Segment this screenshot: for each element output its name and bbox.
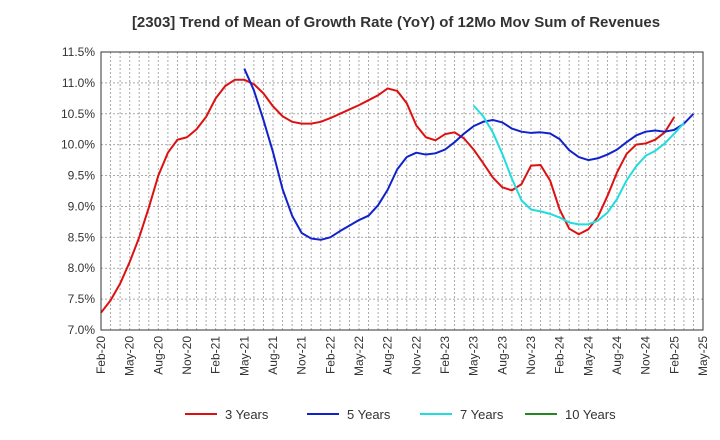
x-tick-label: Nov-23 (524, 336, 538, 375)
grid (100, 51, 704, 331)
legend-label: 5 Years (347, 407, 391, 422)
x-tick-label: Nov-22 (409, 336, 423, 375)
legend-label: 10 Years (565, 407, 616, 422)
x-tick-label: Aug-20 (151, 336, 165, 375)
x-axis-tick-labels: Feb-20 May-20 Aug-20 Nov-20 Feb-21 May-21 Aug-… (94, 336, 710, 376)
y-tick-label: 9.0% (68, 199, 96, 213)
x-tick-label: Feb-20 (94, 336, 108, 374)
y-tick-label: 11.5% (62, 45, 95, 59)
y-tick-label: 11.0% (62, 76, 95, 90)
series-line-7-years (472, 105, 685, 226)
x-tick-label: Feb-23 (438, 336, 452, 374)
x-tick-label: Feb-24 (553, 336, 567, 374)
x-tick-label: May-24 (581, 336, 595, 376)
y-tick-label: 7.0% (68, 323, 96, 337)
y-tick-label: 7.5% (68, 292, 96, 306)
x-tick-label: Feb-21 (209, 336, 223, 374)
x-tick-label: May-23 (467, 336, 481, 376)
x-tick-label: Nov-20 (180, 336, 194, 375)
series-line-5-years (243, 68, 695, 241)
x-tick-label: Aug-21 (266, 336, 280, 375)
x-tick-label: May-20 (123, 336, 137, 376)
y-tick-label: 9.5% (68, 169, 96, 183)
x-tick-label: Nov-24 (639, 336, 653, 375)
y-tick-label: 10.5% (61, 107, 95, 121)
y-tick-label: 10.0% (61, 138, 95, 152)
x-tick-label: Aug-23 (495, 336, 509, 375)
x-tick-label: Aug-24 (610, 336, 624, 375)
y-axis-tick-labels: 7.0% 7.5% 8.0% 8.5% 9.0% 9.5% 10.0% 10.5% 11.0% 1… (61, 45, 95, 337)
plot-frame (100, 51, 704, 331)
legend-label: 7 Years (460, 407, 504, 422)
x-tick-label: Nov-21 (295, 336, 309, 375)
chart-title: [2303] Trend of Mean of Growth Rate (YoY… (132, 14, 660, 31)
legend-label: 3 Years (225, 407, 269, 422)
y-tick-label: 8.5% (68, 230, 96, 244)
y-tick-label: 8.0% (68, 261, 96, 275)
x-tick-label: Feb-25 (667, 336, 681, 374)
x-tick-label: May-25 (696, 336, 710, 376)
series-lines (100, 68, 695, 314)
x-tick-label: May-22 (352, 336, 366, 376)
x-tick-label: May-21 (237, 336, 251, 376)
x-tick-label: Aug-22 (381, 336, 395, 375)
legend: 3 Years 5 Years 7 Years 10 Years (185, 407, 616, 422)
series-line-3-years (100, 78, 676, 314)
x-tick-label: Feb-22 (323, 336, 337, 374)
